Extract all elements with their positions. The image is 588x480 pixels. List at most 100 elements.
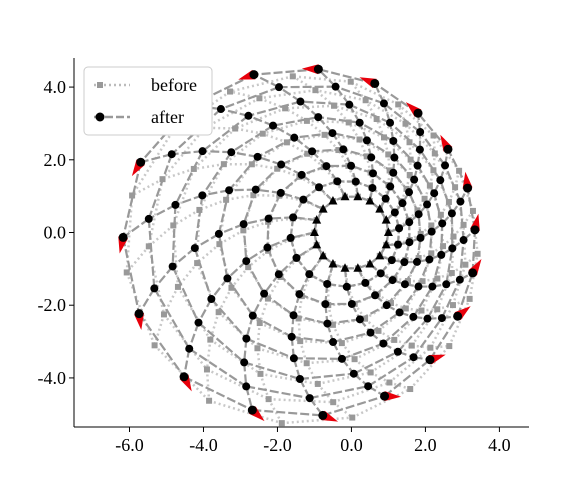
after-point [337,354,346,363]
after-point [368,169,377,178]
after-point [274,83,283,92]
before-point [387,300,394,307]
after-point-inner [318,250,328,260]
before-ring-segment [298,317,334,327]
after-ring-segment [459,201,465,241]
after-ring-segment [171,204,177,267]
after-ring-segment [299,372,354,381]
before-point [431,150,438,157]
before-spoke-segment [153,314,166,346]
before-point [375,327,382,334]
y-tick-label: 2.0 [44,150,67,170]
after-ring-segment [188,347,247,388]
before-ring-segment [317,371,371,386]
after-spoke-segment [243,217,269,226]
after-point [437,250,446,259]
before-ring-segment [209,338,262,375]
before-ring-segment [172,168,196,226]
before-point [406,171,413,178]
before-spoke-segment [256,348,262,375]
after-point [318,410,328,420]
before-ring-segment [306,119,349,124]
y-tick-label: -2.0 [38,295,67,315]
before-point [274,165,281,172]
after-point [190,244,199,253]
before-ring-segment [125,272,156,346]
before-point [402,305,409,312]
before-spoke-segment [131,178,164,197]
before-point [123,269,130,276]
after-point [427,227,436,236]
after-spoke-segment [220,107,249,117]
before-ring-segment [324,133,360,141]
after-point [409,312,418,321]
after-point-inner [312,215,322,224]
before-point [414,207,421,214]
before-point [304,150,311,157]
before-point [407,386,414,393]
x-tick-label: 4.0 [488,435,511,455]
before-point [437,211,444,218]
before-point [452,184,459,191]
before-spoke-segment [247,249,269,269]
after-spoke-segment [202,150,232,154]
after-point [423,200,432,209]
after-point [342,282,351,291]
before-spoke-segment [279,194,303,202]
after-point [305,394,314,403]
after-point [295,290,304,299]
after-point [398,199,407,208]
after-ring-segment [293,357,342,360]
after-point [248,311,257,320]
before-point [415,255,422,262]
before-point [330,399,337,406]
after-ring-segment [412,285,434,318]
after-spoke-segment [182,348,191,377]
before-point [216,241,223,248]
before-spoke-segment [242,220,269,232]
after-ring-segment [429,315,459,361]
before-spoke-segment [353,358,372,374]
after-point [339,145,348,154]
before-spoke-segment [302,199,324,211]
after-ring-segment [335,85,385,105]
after-point [456,197,465,206]
after-point [168,262,177,271]
before-point [145,243,152,250]
before-ring-segment [306,357,355,365]
after-point-inner [328,258,338,268]
before-spoke-segment [162,167,195,181]
after-point [415,145,424,154]
after-point [313,64,323,74]
before-spoke-segment [389,381,411,391]
before-point [194,260,201,267]
after-ring-segment [439,179,453,214]
after-ring-segment [201,151,233,196]
after-point-inner [365,258,375,268]
before-spoke-segment [251,163,278,170]
after-ring-segment [353,350,399,375]
after-ring-segment [383,358,431,397]
before-spoke-segment [298,175,319,189]
after-ring-segment [444,164,462,203]
legend-before-label: before [151,75,197,95]
before-ring-segment [259,88,316,100]
after-point [364,382,373,391]
before-ring-segment [351,387,411,419]
after-spoke-segment [278,86,302,103]
before-ring-segment [257,347,308,365]
after-point [443,144,453,154]
after-point [194,318,203,327]
before-ring-segment [286,133,325,144]
after-point [414,282,423,291]
after-ring-segment [471,229,477,273]
after-point [455,275,464,284]
after-spoke-segment [175,194,203,206]
after-point [459,236,468,245]
after-ring-segment [309,385,369,400]
before-point [220,161,227,168]
after-ring-segment [245,385,310,400]
axes: -6.0 -4.0 -2.0 0.0 2.0 4.0 -4.0 -2.0 0.0 2.0 4.0 [38,58,529,455]
after-point [448,244,457,253]
before-ring-segment [309,273,329,286]
